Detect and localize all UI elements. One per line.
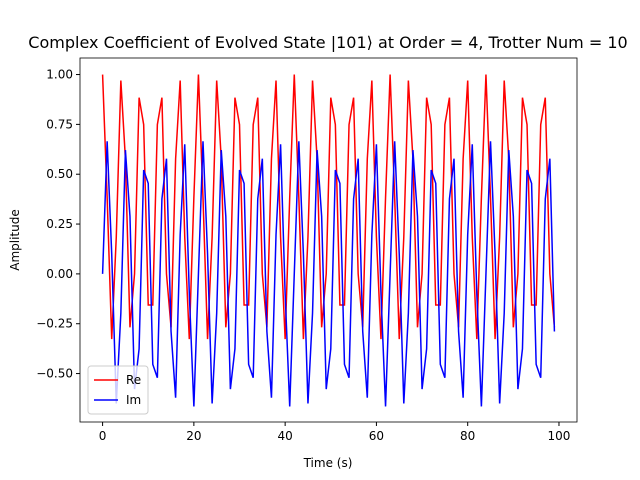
y-tick-label: 1.00	[46, 68, 73, 82]
y-tick-label: 0.75	[46, 117, 73, 131]
y-tick-label: 0.25	[46, 217, 73, 231]
x-tick-label: 80	[460, 429, 475, 443]
x-tick-label: 20	[186, 429, 201, 443]
legend-label: Im	[126, 393, 141, 407]
x-axis-label: Time (s)	[303, 456, 353, 470]
legend-box	[87, 365, 149, 415]
plot-frame	[79, 57, 578, 423]
x-tick-label: 40	[278, 429, 293, 443]
x-tick-label: 60	[369, 429, 384, 443]
y-tick-label: 0.50	[46, 167, 73, 181]
line-series	[101, 74, 556, 340]
y-tick-label: 0.00	[46, 267, 73, 281]
y-axis-label: Amplitude	[8, 209, 22, 271]
x-tick-label: 100	[548, 429, 571, 443]
x-tick-label: 0	[99, 429, 107, 443]
chart-title: Complex Coefficient of Evolved State |10…	[28, 33, 627, 52]
line-series	[101, 141, 556, 407]
legend-label: Re	[126, 373, 141, 387]
y-tick-label: −0.25	[36, 317, 73, 331]
y-tick-label: −0.50	[36, 367, 73, 381]
